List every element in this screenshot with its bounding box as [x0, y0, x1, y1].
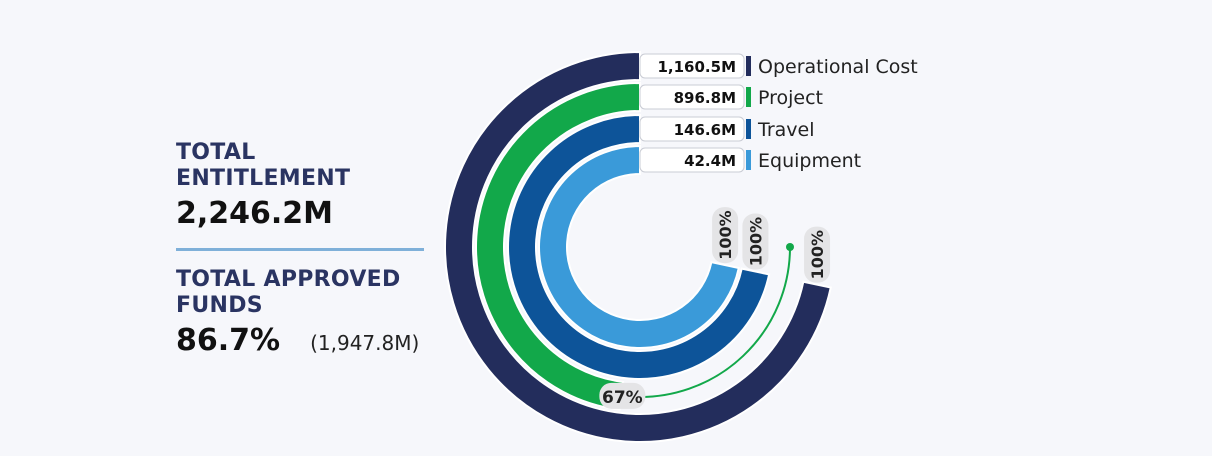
- percent-label: 100%: [808, 230, 827, 279]
- percent-label-group: 100%: [742, 213, 769, 270]
- legend-label: Project: [758, 87, 823, 109]
- legend-swatch: [746, 56, 751, 76]
- total-approved-percent: 86.7%: [176, 323, 281, 358]
- divider: [176, 248, 424, 251]
- legend-label: Operational Cost: [758, 56, 918, 78]
- legend-swatch: [746, 150, 751, 170]
- percent-label: 100%: [746, 217, 765, 266]
- percent-label-bg: [599, 382, 646, 409]
- value-label: 1,160.5M: [657, 58, 736, 76]
- legend-swatch: [746, 87, 751, 107]
- value-label: 896.8M: [674, 89, 736, 107]
- total-entitlement-value: 2,246.2M: [176, 196, 334, 231]
- remaining-arc: [631, 246, 791, 398]
- legend-label: Travel: [757, 119, 814, 141]
- percent-label-bg: [804, 226, 831, 283]
- bar-equipment: [538, 144, 740, 349]
- bar-travel: [507, 113, 771, 380]
- value-box: [639, 116, 745, 142]
- percent-label-group: 100%: [712, 207, 739, 264]
- bar-project: [475, 81, 641, 411]
- percent-label-bg: [742, 213, 769, 270]
- value-box: [639, 84, 745, 110]
- value-box: [639, 53, 745, 79]
- legend-label: Equipment: [758, 150, 861, 172]
- legend-swatch: [746, 119, 751, 139]
- value-label: 42.4M: [684, 152, 736, 170]
- percent-label-group: 100%: [804, 226, 831, 283]
- target-dot: [786, 243, 794, 251]
- bar-operational-cost: [444, 50, 832, 443]
- summary-panel: TOTAL ENTITLEMENT 2,246.2M TOTAL APPROVE…: [176, 140, 426, 361]
- total-approved-label: TOTAL APPROVED FUNDS: [176, 267, 401, 318]
- total-approved-amount: (1,947.8M): [310, 331, 420, 355]
- percent-label: 67%: [602, 388, 643, 408]
- value-label: 146.6M: [674, 121, 736, 139]
- value-box: [639, 147, 745, 173]
- percent-label-bg: [712, 207, 739, 264]
- total-entitlement-label: TOTAL ENTITLEMENT: [176, 140, 351, 191]
- percent-label: 100%: [716, 210, 735, 259]
